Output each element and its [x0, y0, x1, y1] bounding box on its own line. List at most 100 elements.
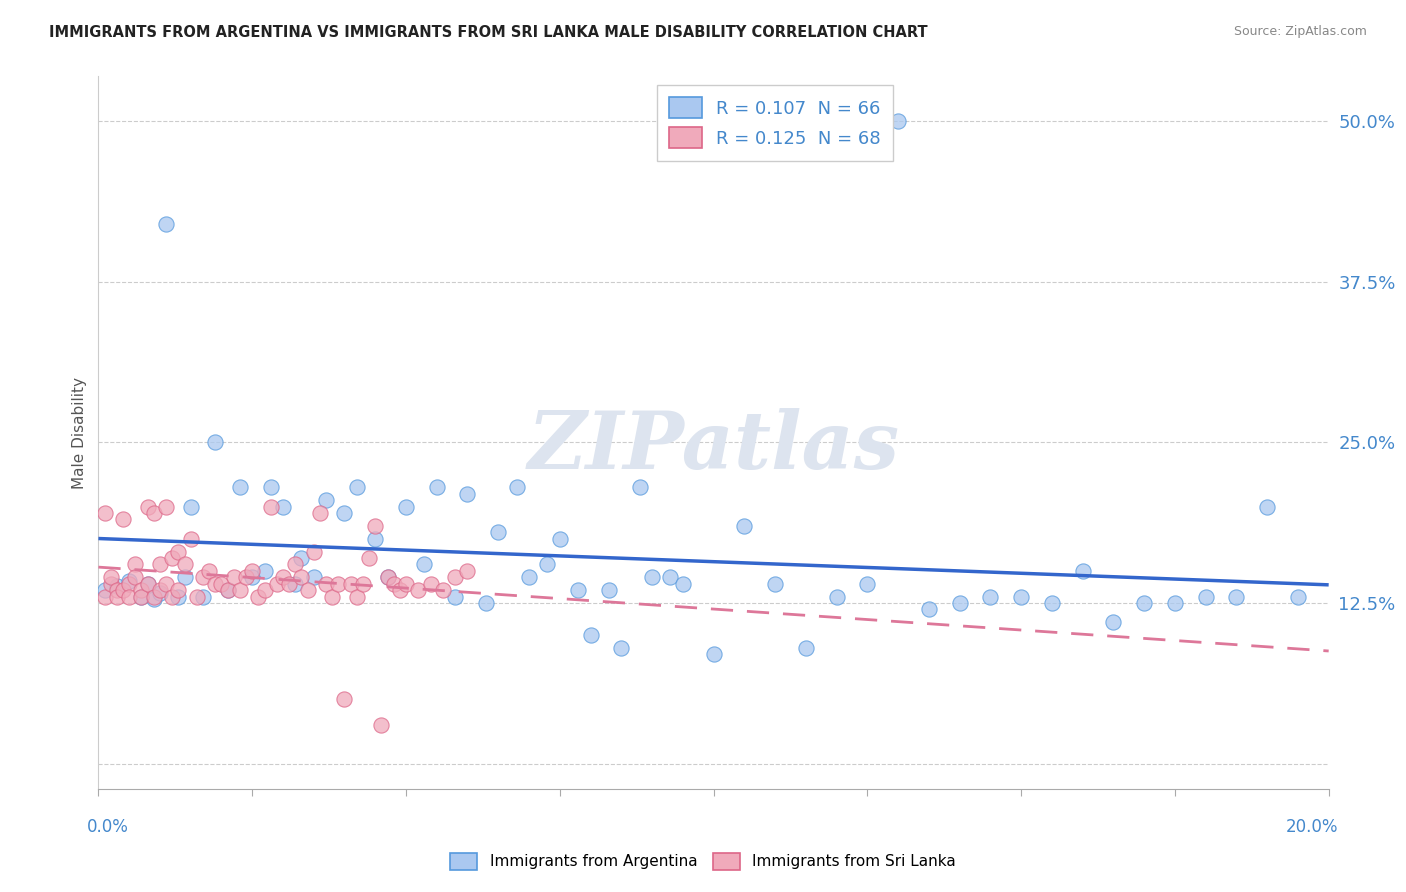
Point [444, 590, 467, 604]
Point [536, 558, 558, 572]
Point [180, 500, 202, 514]
Text: ZIPatlas: ZIPatlas [527, 409, 900, 485]
Point [149, 583, 172, 598]
Point [93, 583, 115, 598]
Point [408, 583, 430, 598]
Point [979, 590, 1001, 604]
Point [302, 544, 325, 558]
Legend: R = 0.107  N = 66, R = 0.125  N = 68: R = 0.107 N = 66, R = 0.125 N = 68 [657, 85, 893, 161]
Point [1225, 590, 1247, 604]
Point [105, 583, 128, 598]
Point [579, 628, 602, 642]
Point [198, 564, 221, 578]
Point [456, 486, 478, 500]
Point [290, 551, 312, 566]
Point [610, 640, 633, 655]
Point [346, 590, 368, 604]
Point [357, 551, 380, 566]
Point [733, 519, 755, 533]
Point [112, 583, 135, 598]
Point [346, 480, 368, 494]
Point [253, 583, 276, 598]
Point [475, 596, 498, 610]
Point [315, 493, 337, 508]
Point [142, 506, 165, 520]
Point [136, 576, 159, 591]
Point [180, 532, 202, 546]
Point [155, 500, 177, 514]
Point [364, 519, 387, 533]
Text: 20.0%: 20.0% [1286, 818, 1339, 836]
Point [118, 574, 141, 588]
Point [364, 532, 387, 546]
Point [204, 576, 226, 591]
Point [284, 576, 307, 591]
Point [235, 570, 257, 584]
Point [763, 576, 786, 591]
Point [825, 590, 848, 604]
Point [260, 480, 283, 494]
Point [382, 576, 405, 591]
Point [155, 217, 177, 231]
Point [211, 576, 233, 591]
Point [100, 576, 122, 591]
Point [240, 570, 263, 584]
Point [167, 590, 190, 604]
Point [173, 558, 195, 572]
Text: Source: ZipAtlas.com: Source: ZipAtlas.com [1233, 25, 1367, 38]
Point [659, 570, 682, 584]
Point [426, 480, 449, 494]
Point [93, 506, 115, 520]
Point [217, 583, 239, 598]
Text: IMMIGRANTS FROM ARGENTINA VS IMMIGRANTS FROM SRI LANKA MALE DISABILITY CORRELATI: IMMIGRANTS FROM ARGENTINA VS IMMIGRANTS … [49, 25, 928, 40]
Point [444, 570, 467, 584]
Point [598, 583, 620, 598]
Point [278, 576, 301, 591]
Point [124, 570, 146, 584]
Point [321, 590, 343, 604]
Point [162, 590, 183, 604]
Point [395, 500, 418, 514]
Point [149, 558, 172, 572]
Text: 0.0%: 0.0% [87, 818, 129, 836]
Point [131, 583, 153, 598]
Point [506, 480, 529, 494]
Point [204, 435, 226, 450]
Point [222, 570, 245, 584]
Point [395, 576, 418, 591]
Point [191, 590, 214, 604]
Point [856, 576, 879, 591]
Point [517, 570, 540, 584]
Point [333, 692, 356, 706]
Point [142, 592, 165, 607]
Point [149, 585, 172, 599]
Point [628, 480, 651, 494]
Point [432, 583, 454, 598]
Point [377, 570, 399, 584]
Point [1102, 615, 1125, 630]
Point [167, 544, 190, 558]
Point [186, 590, 208, 604]
Point [567, 583, 589, 598]
Point [271, 570, 294, 584]
Point [247, 590, 270, 604]
Point [229, 480, 252, 494]
Point [105, 579, 128, 593]
Point [456, 564, 478, 578]
Point [240, 564, 263, 578]
Point [302, 570, 325, 584]
Point [167, 583, 190, 598]
Point [284, 558, 307, 572]
Y-axis label: Male Disability: Male Disability [72, 376, 87, 489]
Point [217, 583, 239, 598]
Point [328, 576, 350, 591]
Legend: Immigrants from Argentina, Immigrants from Sri Lanka: Immigrants from Argentina, Immigrants fr… [443, 846, 963, 877]
Point [1133, 596, 1156, 610]
Point [339, 576, 361, 591]
Point [887, 113, 910, 128]
Point [672, 576, 695, 591]
Point [1195, 590, 1218, 604]
Point [413, 558, 436, 572]
Point [370, 718, 392, 732]
Point [309, 506, 332, 520]
